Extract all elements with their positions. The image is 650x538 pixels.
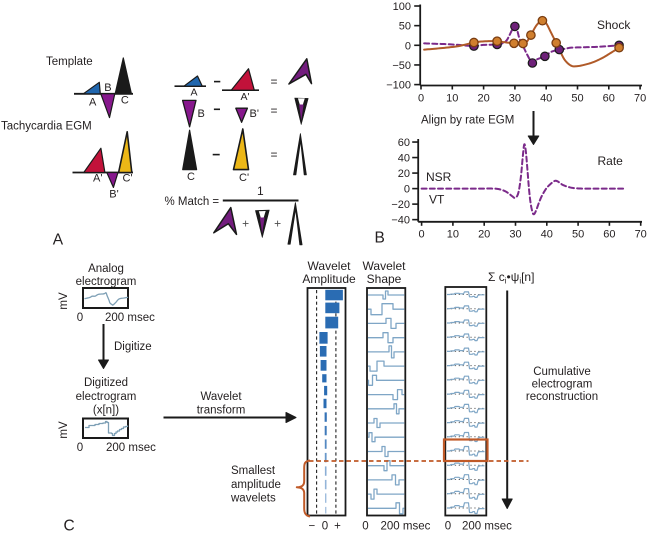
svg-text:mV: mV: [58, 292, 70, 310]
svg-text:Cumulative: Cumulative: [533, 366, 591, 378]
svg-text:Analog: Analog: [88, 263, 124, 275]
svg-text:10: 10: [447, 229, 459, 241]
svg-text:+: +: [242, 217, 249, 231]
svg-text:200 msec: 200 msec: [381, 521, 431, 533]
svg-text:amplitude: amplitude: [231, 479, 281, 491]
svg-text:0: 0: [362, 521, 368, 533]
svg-text:+: +: [334, 521, 341, 533]
svg-text:10: 10: [446, 93, 458, 105]
svg-text:B: B: [375, 230, 385, 247]
svg-text:(x[n]): (x[n]): [93, 405, 119, 417]
svg-text:C': C': [123, 173, 133, 185]
svg-text:reconstruction: reconstruction: [526, 391, 598, 403]
svg-text:Rate: Rate: [598, 154, 624, 168]
svg-text:60: 60: [603, 93, 615, 105]
svg-text:+: +: [274, 217, 281, 231]
svg-text:Σ ci•ψi[n]: Σ ci•ψi[n]: [488, 270, 534, 286]
svg-text:40: 40: [541, 229, 553, 241]
svg-text:30: 30: [509, 93, 521, 105]
svg-text:A: A: [190, 87, 197, 99]
svg-text:Template: Template: [46, 56, 93, 68]
svg-text:−20: −20: [391, 199, 410, 211]
svg-text:100: 100: [393, 1, 411, 13]
svg-text:transform: transform: [197, 405, 246, 417]
svg-text:Digitized: Digitized: [84, 377, 128, 389]
svg-text:=: =: [270, 104, 277, 118]
svg-text:mV: mV: [58, 421, 70, 439]
svg-text:C: C: [121, 95, 129, 107]
svg-text:Wavelet: Wavelet: [363, 259, 407, 273]
svg-text:NSR: NSR: [426, 170, 452, 184]
svg-text:A: A: [53, 232, 64, 249]
svg-text:C: C: [187, 171, 195, 183]
svg-text:0: 0: [77, 442, 83, 454]
svg-text:B': B': [250, 108, 259, 120]
svg-text:Wavelet: Wavelet: [308, 259, 352, 273]
svg-text:B': B': [109, 189, 118, 201]
svg-text:20: 20: [398, 168, 410, 180]
svg-text:−100: −100: [386, 80, 411, 92]
svg-text:20: 20: [478, 229, 490, 241]
svg-text:Tachycardia EGM: Tachycardia EGM: [1, 121, 92, 133]
svg-text:−50: −50: [392, 60, 411, 72]
svg-text:70: 70: [635, 229, 647, 241]
svg-text:0: 0: [404, 184, 410, 196]
svg-text:Digitize: Digitize: [114, 341, 152, 353]
svg-text:=: =: [270, 148, 277, 162]
svg-text:B: B: [104, 82, 111, 94]
svg-text:−40: −40: [391, 215, 410, 227]
svg-text:Amplitude: Amplitude: [302, 272, 356, 286]
svg-text:0: 0: [405, 40, 411, 52]
svg-text:0: 0: [418, 93, 424, 105]
svg-text:Shape: Shape: [367, 272, 402, 286]
svg-text:−: −: [308, 521, 315, 533]
svg-text:VT: VT: [429, 193, 445, 207]
svg-text:Shock: Shock: [597, 18, 631, 32]
svg-text:50: 50: [571, 93, 583, 105]
svg-text:C': C': [239, 172, 249, 184]
svg-text:0: 0: [322, 521, 328, 533]
svg-text:60: 60: [398, 137, 410, 149]
svg-text:0: 0: [445, 521, 451, 533]
svg-text:200 msec: 200 msec: [106, 442, 156, 454]
svg-text:wavelets: wavelets: [230, 493, 276, 505]
svg-text:Wavelet: Wavelet: [200, 391, 242, 403]
svg-text:30: 30: [509, 229, 521, 241]
svg-text:electrogram: electrogram: [76, 276, 137, 288]
svg-text:200 msec: 200 msec: [462, 521, 512, 533]
svg-text:electrogram: electrogram: [532, 379, 593, 391]
svg-text:A: A: [89, 97, 97, 109]
svg-text:50: 50: [572, 229, 584, 241]
svg-text:0: 0: [419, 229, 425, 241]
svg-text:40: 40: [540, 93, 552, 105]
svg-text:Align by rate EGM: Align by rate EGM: [421, 115, 514, 127]
svg-text:A': A': [240, 91, 249, 103]
svg-text:40: 40: [398, 153, 410, 165]
svg-text:electrogram: electrogram: [76, 391, 137, 403]
svg-text:50: 50: [399, 21, 411, 33]
svg-text:200 msec: 200 msec: [105, 312, 155, 324]
svg-text:20: 20: [477, 93, 489, 105]
svg-text:B: B: [198, 108, 205, 120]
svg-text:Smallest: Smallest: [231, 465, 276, 477]
svg-text:0: 0: [77, 312, 83, 324]
svg-text:A': A': [93, 173, 102, 185]
svg-text:% Match =: % Match =: [165, 196, 220, 208]
svg-text:1: 1: [257, 184, 264, 198]
svg-text:C: C: [64, 518, 75, 534]
svg-text:60: 60: [603, 229, 615, 241]
svg-text:=: =: [270, 75, 277, 89]
svg-text:70: 70: [634, 93, 646, 105]
